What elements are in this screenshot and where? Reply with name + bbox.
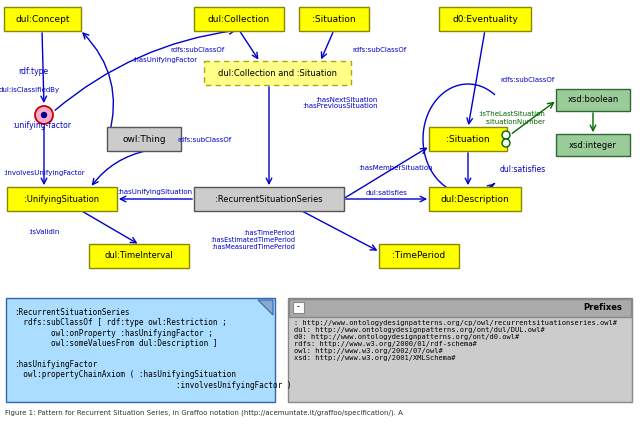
FancyBboxPatch shape	[379, 244, 459, 268]
FancyBboxPatch shape	[429, 187, 521, 211]
Polygon shape	[258, 300, 273, 315]
Text: :isTheLastSituation
:situationNumber: :isTheLastSituation :situationNumber	[478, 112, 545, 125]
Text: dul:isClassifiedBy: dul:isClassifiedBy	[0, 87, 60, 93]
Text: -: -	[296, 302, 300, 312]
FancyBboxPatch shape	[556, 134, 630, 156]
FancyBboxPatch shape	[194, 187, 344, 211]
Circle shape	[42, 112, 47, 117]
Text: :hasUnifyingSituation: :hasUnifyingSituation	[117, 189, 193, 195]
Text: :Situation: :Situation	[312, 14, 356, 23]
Text: dul:satisfies: dul:satisfies	[500, 165, 547, 175]
Text: : http://www.ontologydesignpatterns.org/cp/owl/recurrentsituationseries.owl#
dul: : http://www.ontologydesignpatterns.org/…	[294, 320, 617, 361]
FancyBboxPatch shape	[288, 298, 632, 402]
FancyBboxPatch shape	[107, 127, 181, 151]
Text: xsd:boolean: xsd:boolean	[568, 95, 619, 104]
Text: Figure 1: Pattern for Recurrent Situation Series, in Graffoo notation (http://ac: Figure 1: Pattern for Recurrent Situatio…	[5, 410, 403, 416]
Text: rdfs:subClassOf: rdfs:subClassOf	[178, 137, 232, 143]
Text: Prefixes: Prefixes	[583, 304, 622, 312]
Text: rdfs:subClassOf: rdfs:subClassOf	[171, 47, 225, 53]
Text: :RecurrentSituationSeries: :RecurrentSituationSeries	[215, 195, 323, 204]
Circle shape	[502, 131, 510, 139]
FancyBboxPatch shape	[6, 298, 275, 402]
FancyBboxPatch shape	[429, 127, 507, 151]
Text: :hasNextSituation
:hasPreviousSituation: :hasNextSituation :hasPreviousSituation	[302, 97, 378, 109]
FancyBboxPatch shape	[7, 187, 117, 211]
Text: dul:satisfies: dul:satisfies	[366, 190, 408, 196]
FancyBboxPatch shape	[299, 7, 369, 31]
Text: owl:Thing: owl:Thing	[122, 134, 166, 143]
Text: rdf:type: rdf:type	[18, 67, 48, 76]
FancyBboxPatch shape	[204, 61, 351, 85]
FancyBboxPatch shape	[439, 7, 531, 31]
FancyBboxPatch shape	[289, 299, 631, 317]
Text: :hasUnifyingFactor: :hasUnifyingFactor	[132, 57, 198, 63]
Text: dul:Collection and :Situation: dul:Collection and :Situation	[218, 69, 337, 78]
Text: rdfs:subClassOf: rdfs:subClassOf	[500, 77, 554, 83]
Text: :unifying-factor: :unifying-factor	[12, 120, 71, 129]
Text: :isValidIn: :isValidIn	[29, 229, 60, 235]
Text: :UnifyingSituation: :UnifyingSituation	[24, 195, 100, 204]
FancyBboxPatch shape	[556, 89, 630, 111]
FancyBboxPatch shape	[89, 244, 189, 268]
Circle shape	[35, 106, 53, 124]
Text: :hasMemberSituation: :hasMemberSituation	[358, 165, 432, 171]
Text: dul:TimeInterval: dul:TimeInterval	[104, 251, 173, 260]
Circle shape	[502, 139, 510, 147]
Text: :Situation: :Situation	[446, 134, 490, 143]
Text: :involvesUnifyingFactor: :involvesUnifyingFactor	[3, 170, 85, 176]
Text: d0:Eventuality: d0:Eventuality	[452, 14, 518, 23]
Text: :RecurrentSituationSeries
  rdfs:subClassOf [ rdf:type owl:Restriction ;
       : :RecurrentSituationSeries rdfs:subClassO…	[14, 308, 291, 390]
FancyBboxPatch shape	[292, 301, 303, 312]
Text: dul:Collection: dul:Collection	[208, 14, 270, 23]
Text: dul:Description: dul:Description	[440, 195, 509, 204]
Text: :hasTimePeriod
:hasEstimatedTimePeriod
:hasMeasuredTimePeriod: :hasTimePeriod :hasEstimatedTimePeriod :…	[210, 230, 295, 250]
Text: xsd:integer: xsd:integer	[569, 140, 617, 150]
FancyBboxPatch shape	[4, 7, 81, 31]
Text: :TimePeriod: :TimePeriod	[392, 251, 445, 260]
Text: rdfs:subClassOf: rdfs:subClassOf	[352, 47, 406, 53]
Text: dul:Concept: dul:Concept	[15, 14, 70, 23]
FancyBboxPatch shape	[194, 7, 284, 31]
